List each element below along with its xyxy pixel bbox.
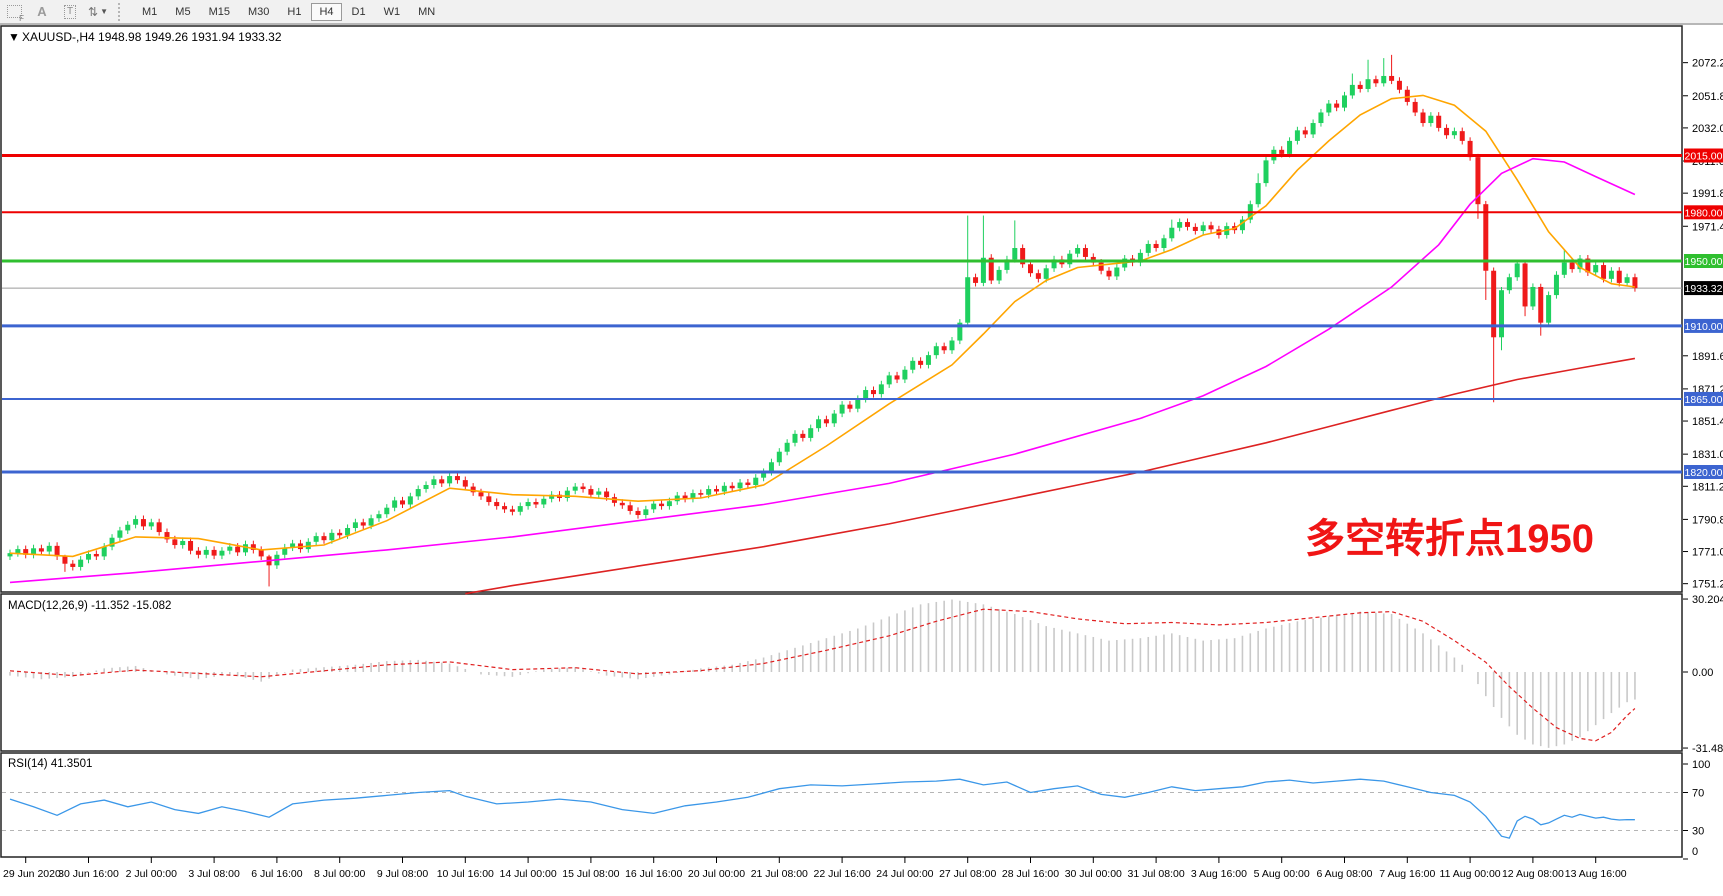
- svg-text:0.00: 0.00: [1692, 667, 1713, 679]
- svg-text:2015.00: 2015.00: [1685, 150, 1723, 162]
- svg-text:24 Jul 00:00: 24 Jul 00:00: [876, 868, 933, 880]
- timeframe-h4[interactable]: H4: [311, 2, 342, 21]
- cycle-arrows-icon[interactable]: ⇅ ▼: [88, 4, 108, 19]
- svg-text:9 Jul 08:00: 9 Jul 08:00: [377, 868, 429, 880]
- svg-text:2072.20: 2072.20: [1692, 58, 1723, 70]
- svg-text:14 Jul 00:00: 14 Jul 00:00: [499, 868, 556, 880]
- svg-text:30 Jul 00:00: 30 Jul 00:00: [1065, 868, 1122, 880]
- rsi-label: RSI(14) 41.3501: [8, 758, 92, 770]
- text-label-icon[interactable]: A: [37, 4, 47, 19]
- timeframe-w1[interactable]: W1: [376, 3, 409, 21]
- rsi-panel: 100 70 30 0: [2, 759, 1710, 860]
- svg-text:15 Jul 08:00: 15 Jul 08:00: [562, 868, 619, 880]
- svg-text:8 Jul 00:00: 8 Jul 00:00: [314, 868, 366, 880]
- timeframe-h1[interactable]: H1: [279, 3, 309, 21]
- svg-text:3 Aug 16:00: 3 Aug 16:00: [1191, 868, 1247, 880]
- svg-text:1771.00: 1771.00: [1692, 547, 1723, 559]
- svg-text:30 Jun 16:00: 30 Jun 16:00: [58, 868, 119, 880]
- svg-text:2032.00: 2032.00: [1692, 123, 1723, 135]
- svg-text:16 Jul 16:00: 16 Jul 16:00: [625, 868, 682, 880]
- timeframe-mn[interactable]: MN: [410, 3, 443, 21]
- svg-text:1980.00: 1980.00: [1685, 207, 1723, 219]
- svg-text:27 Jul 08:00: 27 Jul 08:00: [939, 868, 996, 880]
- svg-text:1751.20: 1751.20: [1692, 579, 1723, 591]
- svg-text:1865.00: 1865.00: [1685, 394, 1723, 406]
- ma-slow: [465, 357, 1636, 595]
- svg-text:0: 0: [1692, 846, 1698, 858]
- chart-area[interactable]: 2072.202051.802032.002011.601991.801971.…: [0, 25, 1723, 891]
- svg-text:2051.80: 2051.80: [1692, 91, 1723, 103]
- toolbar: F A T ⇅ ▼ M1 M5 M15 M30 H1 H4 D1 W1 MN: [0, 0, 1723, 25]
- candles: [7, 54, 1638, 587]
- panel-borders: [0, 25, 1683, 858]
- svg-text:29 Jun 2020: 29 Jun 2020: [3, 868, 61, 880]
- svg-text:30.204: 30.204: [1692, 594, 1723, 606]
- macd-panel: 30.204 0.00 -31.482: [9, 594, 1723, 755]
- symbol-header: XAUUSD-,H4 1948.98 1949.26 1931.94 1933.…: [22, 30, 282, 44]
- svg-text:1933.32: 1933.32: [1685, 283, 1723, 295]
- text-box-icon[interactable]: T: [58, 2, 82, 22]
- svg-text:1851.40: 1851.40: [1692, 416, 1723, 428]
- svg-text:20 Jul 00:00: 20 Jul 00:00: [688, 868, 745, 880]
- svg-text:11 Aug 00:00: 11 Aug 00:00: [1440, 868, 1501, 880]
- svg-text:-31.482: -31.482: [1692, 743, 1723, 755]
- price-badges: 2015.00 1980.00 1950.00 1910.00 1865.00 1820.…: [1684, 148, 1723, 480]
- timeframe-d1[interactable]: D1: [344, 3, 374, 21]
- svg-text:6 Aug 08:00: 6 Aug 08:00: [1316, 868, 1372, 880]
- svg-text:1971.40: 1971.40: [1692, 221, 1723, 233]
- svg-text:22 Jul 16:00: 22 Jul 16:00: [813, 868, 870, 880]
- toolbar-separator[interactable]: [118, 2, 125, 21]
- svg-text:21 Jul 08:00: 21 Jul 08:00: [751, 868, 808, 880]
- svg-text:1891.60: 1891.60: [1692, 351, 1723, 363]
- timeframe-m5[interactable]: M5: [167, 3, 198, 21]
- timeframe-m15[interactable]: M15: [201, 3, 238, 21]
- svg-text:13 Aug 16:00: 13 Aug 16:00: [1565, 868, 1627, 880]
- annotation-text[interactable]: 多空转折点1950: [1305, 517, 1594, 561]
- svg-text:12 Aug 08:00: 12 Aug 08:00: [1502, 868, 1564, 880]
- horizontal-level-lines[interactable]: [2, 153, 1682, 474]
- collapse-arrow-icon[interactable]: ▼: [8, 30, 20, 44]
- ma-fast: [9, 94, 1636, 558]
- ma-mid: [9, 157, 1636, 584]
- svg-text:1790.80: 1790.80: [1692, 514, 1723, 526]
- svg-text:2 Jul 00:00: 2 Jul 00:00: [126, 868, 178, 880]
- svg-text:1991.80: 1991.80: [1692, 188, 1723, 200]
- dropdown-caret-icon[interactable]: ▼: [100, 7, 108, 16]
- svg-text:1831.00: 1831.00: [1692, 449, 1723, 461]
- svg-text:3 Jul 08:00: 3 Jul 08:00: [188, 868, 240, 880]
- svg-text:31 Jul 08:00: 31 Jul 08:00: [1127, 868, 1184, 880]
- macd-label: MACD(12,26,9) -11.352 -15.082: [8, 600, 171, 612]
- svg-text:6 Jul 16:00: 6 Jul 16:00: [251, 868, 303, 880]
- svg-text:10 Jul 16:00: 10 Jul 16:00: [437, 868, 494, 880]
- svg-text:1950.00: 1950.00: [1685, 256, 1723, 268]
- svg-text:1820.00: 1820.00: [1685, 467, 1723, 479]
- timeframe-m30[interactable]: M30: [240, 3, 277, 21]
- moving-averages: [9, 94, 1636, 595]
- svg-text:28 Jul 16:00: 28 Jul 16:00: [1002, 868, 1059, 880]
- svg-text:30: 30: [1692, 826, 1704, 838]
- svg-text:1811.20: 1811.20: [1692, 481, 1723, 493]
- svg-text:7 Aug 16:00: 7 Aug 16:00: [1379, 868, 1435, 880]
- svg-text:5 Aug 00:00: 5 Aug 00:00: [1254, 868, 1310, 880]
- dotted-grid-icon[interactable]: F: [2, 2, 26, 23]
- timeframe-buttons: M1 M5 M15 M30 H1 H4 D1 W1 MN: [133, 2, 444, 21]
- timeframe-m1[interactable]: M1: [134, 3, 165, 21]
- svg-text:100: 100: [1692, 759, 1710, 771]
- svg-text:1910.00: 1910.00: [1685, 321, 1723, 333]
- svg-text:70: 70: [1692, 788, 1704, 800]
